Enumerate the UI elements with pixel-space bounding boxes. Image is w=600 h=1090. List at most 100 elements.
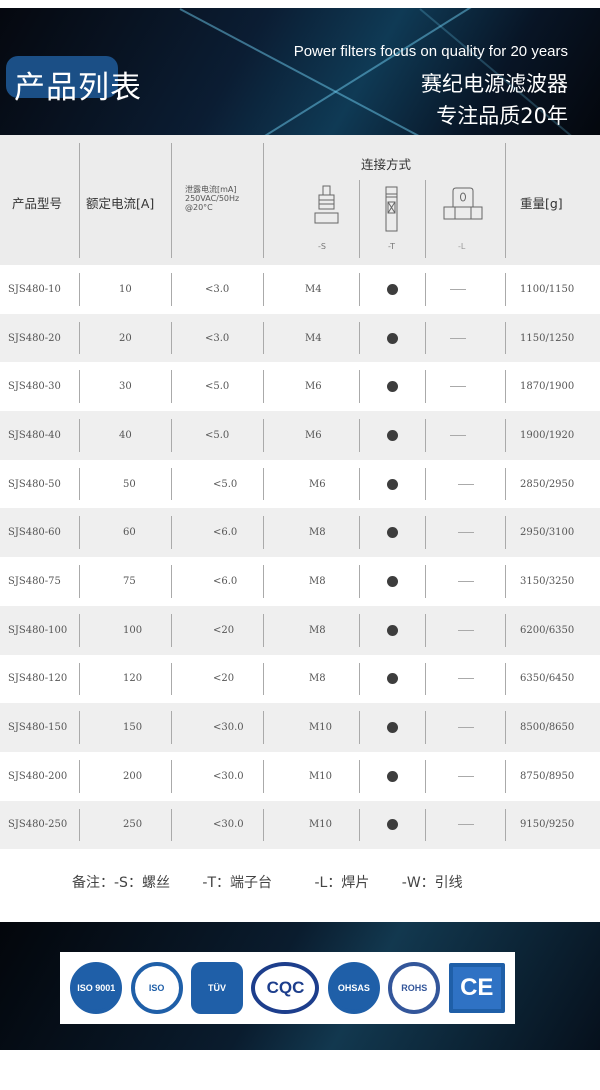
table-row: SJS480-100 100 <20 M8 6200/6350 <box>0 605 600 655</box>
iso-company-logo: ISO <box>130 962 183 1014</box>
table-row: SJS480-30 30 <5.0 M6 1870/1900 <box>0 362 600 411</box>
column-divider <box>425 565 426 598</box>
cell-conn-t <box>387 362 398 411</box>
header-conn-l: -L <box>458 242 466 251</box>
cqc-logo: CQC <box>251 962 320 1014</box>
cell-current: 200 <box>123 770 143 782</box>
header-weight: 重量[g] <box>520 196 563 211</box>
cell-leakage: <20 <box>213 673 235 685</box>
cell-conn-l <box>458 508 474 557</box>
cell-current: 60 <box>123 527 136 539</box>
column-divider <box>79 759 80 793</box>
column-divider <box>505 370 506 404</box>
column-divider <box>505 759 506 793</box>
cell-conn-l <box>458 752 474 801</box>
cell-conn-s: M10 <box>309 722 332 734</box>
dot-marker <box>387 381 398 393</box>
cell-conn-s: M10 <box>309 770 332 782</box>
cell-current: 250 <box>123 819 143 831</box>
tuv-logo: TÜV <box>191 962 244 1014</box>
cell-conn-t <box>387 557 398 606</box>
table-row: SJS480-120 120 <20 M8 6350/6450 <box>0 655 600 704</box>
column-divider <box>359 419 360 452</box>
cell-conn-s: M8 <box>309 624 326 636</box>
terminal-block-icon <box>385 186 398 232</box>
cell-leakage: <30.0 <box>213 819 244 831</box>
cell-current: 150 <box>123 722 143 734</box>
cell-conn-l <box>450 362 466 411</box>
column-divider <box>79 273 80 306</box>
header-conn-s: -S <box>318 242 326 251</box>
cell-current: 10 <box>119 283 132 295</box>
cell-current: 30 <box>119 381 132 393</box>
screw-terminal-icon <box>314 185 339 224</box>
header-model: 产品型号 <box>12 196 63 211</box>
title-highlight <box>6 56 118 98</box>
header-leakage: 泄露电流[mA] 250VAC/50Hz @20°C <box>185 185 239 212</box>
column-divider <box>79 565 80 598</box>
column-divider <box>171 613 172 647</box>
cell-leakage: <20 <box>213 624 235 636</box>
cell-conn-s: M8 <box>309 575 326 587</box>
tagline-chinese-2: 专注品质20年 <box>436 104 568 128</box>
dot-marker <box>387 527 398 539</box>
column-divider <box>359 662 360 696</box>
page-title: 产品列表 <box>14 70 142 106</box>
cell-current: 120 <box>123 673 143 685</box>
cell-current: 40 <box>119 429 132 441</box>
cell-weight: 8750/8950 <box>520 770 575 782</box>
column-divider <box>425 711 426 744</box>
cell-current: 100 <box>123 624 143 636</box>
cell-model: SJS480-10 <box>8 283 61 295</box>
column-divider <box>171 759 172 793</box>
column-divider <box>425 370 426 404</box>
cell-conn-t <box>387 314 398 363</box>
certification-logos: ISO 9001 ISO TÜV CQC OHSAS ROHS CE <box>60 952 515 1024</box>
cell-model: SJS480-75 <box>8 575 61 587</box>
column-divider <box>359 370 360 404</box>
cell-conn-t <box>387 752 398 801</box>
column-divider <box>171 662 172 696</box>
rohs-compliant-logo: ROHS <box>388 962 441 1014</box>
column-divider <box>425 467 426 501</box>
cell-conn-s: M8 <box>309 527 326 539</box>
cell-model: SJS480-60 <box>8 527 61 539</box>
header-conn-t: -T <box>388 242 396 251</box>
column-divider <box>505 808 506 842</box>
column-divider <box>171 467 172 501</box>
column-divider <box>171 711 172 744</box>
cell-leakage: <3.0 <box>205 283 230 295</box>
cell-leakage: <6.0 <box>213 527 238 539</box>
cell-weight: 1900/1920 <box>520 429 575 441</box>
cell-leakage: <5.0 <box>205 429 230 441</box>
cell-conn-s: M10 <box>309 819 332 831</box>
cell-weight: 2950/3100 <box>520 527 575 539</box>
header-banner: 产品列表 Power filters focus on quality for … <box>0 8 600 135</box>
cell-model: SJS480-250 <box>8 819 68 831</box>
cell-conn-l <box>450 314 466 363</box>
dot-marker <box>387 283 398 295</box>
column-divider <box>359 759 360 793</box>
cell-conn-s: M6 <box>305 381 322 393</box>
dot-marker <box>387 429 398 441</box>
column-divider <box>79 516 80 550</box>
table-row: SJS480-250 250 <30.0 M10 9150/9250 <box>0 800 600 850</box>
iso9001-certified-logo: ISO 9001 <box>70 962 123 1014</box>
column-divider <box>425 808 426 842</box>
column-divider <box>263 711 264 744</box>
cell-model: SJS480-150 <box>8 722 68 734</box>
remark-t: -T：端子台 <box>202 875 273 891</box>
column-divider <box>505 662 506 696</box>
dash-marker <box>450 434 466 436</box>
remarks: 备注：-S：螺丝 -T：端子台 -L：焊片 -W：引线 <box>72 872 491 892</box>
dot-marker <box>387 819 398 831</box>
column-divider <box>263 370 264 404</box>
column-divider <box>79 613 80 647</box>
column-divider <box>425 662 426 696</box>
dot-marker <box>387 332 398 344</box>
cell-model: SJS480-120 <box>8 673 68 685</box>
table-row: SJS480-75 75 <6.0 M8 3150/3250 <box>0 557 600 606</box>
dash-marker <box>458 824 474 826</box>
column-divider <box>79 419 80 452</box>
column-divider <box>505 321 506 355</box>
